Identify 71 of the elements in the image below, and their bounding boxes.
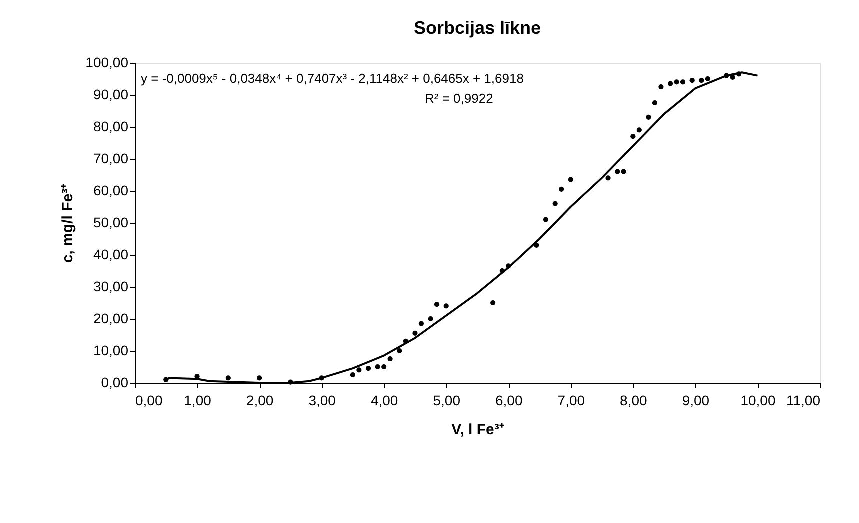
- point: [680, 80, 686, 85]
- point: [690, 78, 695, 84]
- point: [382, 364, 387, 370]
- x-tick-label: 9,00: [682, 392, 710, 408]
- y-tick-label: 40,00: [93, 246, 129, 262]
- point: [636, 128, 642, 133]
- x-tick-label: 2,00: [246, 392, 274, 408]
- point: [288, 380, 294, 385]
- x-tick-label: 10,00: [740, 392, 776, 408]
- x-tick-label: 0,00: [136, 392, 163, 408]
- y-axis-title: c, mg/l Fe³⁺: [60, 184, 77, 264]
- point: [418, 321, 424, 326]
- annotation: y = -0,0009x⁵ - 0,0348x⁴ + 0,7407x³ - 2,1148x² + 0,6465x + 1,6918: [141, 71, 524, 86]
- point: [674, 80, 680, 85]
- x-tick-label: 11,00: [786, 392, 821, 408]
- point: [319, 376, 324, 381]
- point: [568, 177, 574, 182]
- point: [699, 78, 704, 84]
- x-axis-title: V, l Fe³⁺: [452, 422, 504, 438]
- point: [490, 300, 496, 306]
- point: [705, 76, 710, 82]
- point: [164, 377, 169, 382]
- point: [736, 72, 742, 77]
- y-tick-label: 60,00: [93, 182, 129, 198]
- point: [724, 73, 730, 78]
- point: [256, 376, 262, 381]
- y-tick-label: 80,00: [93, 118, 129, 134]
- x-tick-label: 5,00: [433, 392, 461, 408]
- y-tick-label: 30,00: [93, 278, 129, 294]
- y-tick-label: 10,00: [93, 342, 129, 358]
- point: [630, 134, 636, 140]
- x-tick-label: 8,00: [620, 392, 648, 408]
- point: [652, 100, 658, 106]
- x-tick-label: 4,00: [370, 392, 398, 408]
- x-tick-label: 1,00: [184, 392, 212, 408]
- x-tick-label: 3,00: [308, 392, 336, 408]
- y-tick-label: 50,00: [93, 214, 129, 230]
- point: [428, 316, 434, 322]
- point: [658, 84, 664, 90]
- point: [606, 176, 611, 181]
- y-tick-label: 100,00: [86, 54, 129, 70]
- point: [356, 368, 362, 373]
- point: [375, 364, 380, 370]
- annotation: R² = 0,9922: [425, 91, 494, 106]
- point: [350, 372, 356, 378]
- point: [621, 169, 626, 174]
- point: [366, 366, 372, 372]
- point: [226, 376, 231, 381]
- y-tick-label: 0,00: [101, 374, 129, 390]
- point: [646, 114, 652, 120]
- point: [668, 81, 674, 86]
- point: [444, 304, 449, 309]
- y-tick-label: 70,00: [93, 150, 129, 166]
- point: [388, 356, 393, 362]
- point: [615, 169, 620, 174]
- point: [730, 74, 736, 80]
- x-tick-label: 6,00: [496, 392, 523, 408]
- point: [534, 242, 540, 248]
- point: [543, 217, 549, 222]
- point: [397, 348, 402, 354]
- point: [434, 302, 440, 308]
- chart-title: Sorbcijas līkne: [414, 18, 542, 38]
- y-tick-label: 20,00: [93, 310, 129, 326]
- point: [559, 186, 564, 192]
- point: [412, 330, 418, 336]
- point: [500, 268, 505, 274]
- x-tick-label: 7,00: [558, 392, 586, 408]
- point: [403, 338, 408, 344]
- y-tick-label: 90,00: [93, 86, 129, 102]
- point: [552, 201, 558, 206]
- point: [506, 264, 512, 269]
